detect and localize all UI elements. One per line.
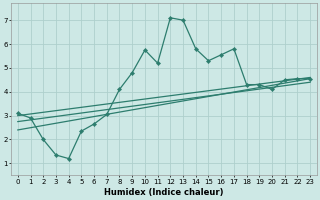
X-axis label: Humidex (Indice chaleur): Humidex (Indice chaleur) [104, 188, 224, 197]
